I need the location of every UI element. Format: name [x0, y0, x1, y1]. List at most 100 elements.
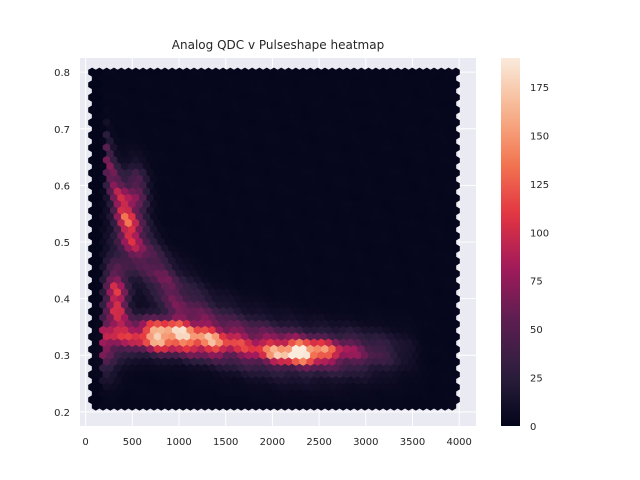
hexbin-cell — [208, 351, 217, 361]
hexbin-cell — [142, 325, 151, 335]
hexbin-cell — [157, 149, 166, 159]
hexbin-cell — [390, 300, 398, 310]
hexbin-cell — [244, 111, 253, 121]
hexbin-cell — [182, 193, 191, 203]
hexbin-cell — [211, 118, 220, 128]
hexbin-cell — [433, 351, 442, 361]
hexbin-cell — [299, 143, 308, 153]
hexbin-cell — [408, 357, 417, 367]
hexbin-cell — [106, 338, 115, 348]
hexbin-cell — [386, 370, 395, 380]
hexbin-cell — [102, 357, 111, 367]
colorbar-tick-label: 25 — [530, 374, 543, 385]
hexbin-cell — [193, 338, 202, 348]
hexbin-cell — [208, 162, 217, 172]
hexbin-cell — [335, 281, 344, 291]
hexbin-cell — [310, 212, 318, 222]
hexbin-cell — [350, 67, 358, 77]
hexbin-cell — [182, 80, 191, 90]
hexbin-cell — [91, 300, 100, 310]
hexbin-cell — [131, 357, 140, 367]
hexbin-cell — [299, 269, 308, 279]
hexbin-cell — [310, 351, 318, 361]
hexbin-cell — [375, 136, 384, 146]
hexbin-cell — [244, 187, 253, 197]
hexbin-cell — [222, 325, 231, 335]
hexbin-cell — [142, 262, 151, 272]
hexbin-cell — [113, 86, 122, 96]
hexbin-cell — [248, 281, 257, 291]
hexbin-cell — [397, 73, 406, 83]
hexbin-cell — [419, 212, 428, 222]
hexbin-cell — [88, 370, 97, 380]
hexbin-cell — [128, 262, 137, 272]
hexbin-cell — [157, 401, 166, 411]
hexbin-cell — [175, 181, 184, 191]
hexbin-cell — [419, 237, 428, 247]
hexbin-cell — [419, 363, 428, 373]
hexbin-cell — [106, 99, 115, 109]
hexbin-cell — [335, 357, 344, 367]
hexbin-cell — [331, 99, 340, 109]
hexbin-cell — [328, 155, 337, 165]
hexbin-cell — [146, 382, 155, 392]
hexbin-cell — [120, 325, 129, 335]
hexbin-cell — [335, 168, 344, 178]
hexbin-cell — [113, 363, 122, 373]
hexbin-cell — [113, 325, 122, 335]
hexbin-cell — [368, 262, 377, 272]
hexbin-cell — [240, 256, 249, 266]
hexbin-cell — [353, 250, 362, 260]
hexbin-cell — [306, 118, 315, 128]
hexbin-cell — [339, 187, 348, 197]
hexbin-cell — [270, 130, 278, 140]
hexbin-cell — [364, 168, 373, 178]
hexbin-cell — [120, 288, 129, 298]
hexbin-cell — [99, 111, 107, 121]
hexbin-cell — [95, 118, 104, 128]
hexbin-cell — [164, 275, 173, 285]
hexbin-cell — [110, 231, 118, 241]
hexbin-cell — [117, 193, 126, 203]
hexbin-cell — [102, 281, 111, 291]
hexbin-cell — [342, 231, 351, 241]
hexbin-cell — [339, 162, 348, 172]
hexbin-cell — [419, 288, 428, 298]
hexbin-cell — [375, 212, 384, 222]
hexbin-cell — [124, 92, 133, 102]
hexbin-cell — [295, 111, 304, 121]
hexbin-cell — [157, 338, 166, 348]
hexbin-cell — [361, 212, 369, 222]
hexbin-cell — [226, 181, 235, 191]
hexbin-cell — [135, 351, 144, 361]
hexbin-cell — [164, 351, 173, 361]
hexbin-cell — [230, 351, 238, 361]
hexbin-cell — [153, 218, 162, 228]
hexbin-cell — [397, 99, 406, 109]
hexbin-cell — [153, 319, 162, 329]
hexbin-cell — [204, 395, 213, 405]
hexbin-cell — [88, 294, 97, 304]
hexbin-cell — [259, 99, 268, 109]
hexbin-cell — [324, 300, 333, 310]
hexbin-cell — [379, 67, 388, 77]
hexbin-cell — [317, 199, 326, 209]
hexbin-cell — [255, 130, 264, 140]
hexbin-cell — [266, 149, 275, 159]
hexbin-cell — [288, 288, 297, 298]
hexbin-cell — [95, 357, 104, 367]
hexbin-cell — [197, 370, 206, 380]
hexbin-cell — [331, 313, 340, 323]
chart-title: Analog QDC v Pulseshape heatmap — [172, 38, 384, 52]
hexbin-cell — [219, 307, 228, 317]
hexbin-cell — [411, 237, 420, 247]
hexbin-cell — [99, 124, 107, 134]
hexbin-cell — [110, 294, 118, 304]
hexbin-cell — [215, 124, 224, 134]
hexbin-cell — [266, 288, 275, 298]
hexbin-cell — [317, 174, 326, 184]
colorbar-tick-label: 50 — [530, 325, 543, 336]
hexbin-cell — [150, 288, 158, 298]
hexbin-cell — [266, 199, 275, 209]
hexbin-cell — [335, 370, 344, 380]
